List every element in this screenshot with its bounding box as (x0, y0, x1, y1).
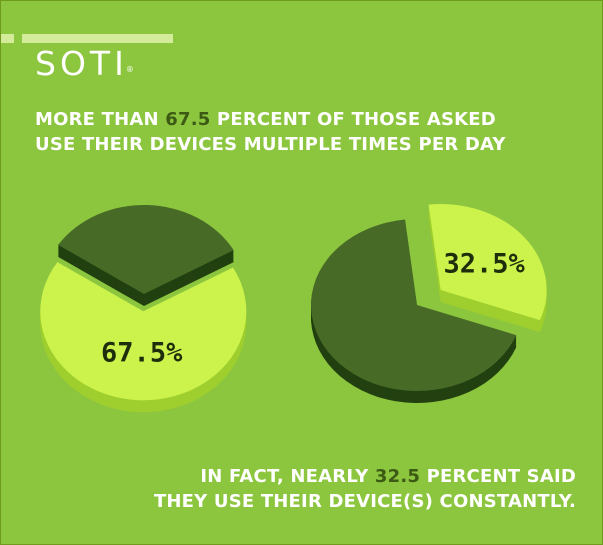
pie-chart-1: 67.5% (40, 204, 247, 413)
headline-line-2: USE THEIR DEVICES MULTIPLE TIMES PER DAY (35, 134, 506, 155)
footer-line-2: THEY USE THEIR DEVICE(S) CONSTANTLY. (153, 491, 576, 512)
pie-slice-1 (40, 262, 247, 401)
brand-logo: SOTI® (35, 45, 136, 83)
pie-slice-2 (58, 204, 234, 294)
headline-line-1-rest: PERCENT OF THOSE ASKED (210, 109, 496, 130)
pie-slice-1 (428, 204, 547, 321)
footer-highlight: 32.5 (374, 466, 421, 487)
brand-name: SOTI (35, 44, 128, 83)
pie-slice-label: 32.5% (443, 249, 525, 280)
headline-prefix: MORE THAN (35, 109, 166, 130)
logo-accent-gap (14, 34, 22, 43)
headline: MORE THAN 67.5 PERCENT OF THOSE ASKED US… (35, 107, 595, 157)
pie-chart-2: 32.5% (311, 204, 547, 403)
footer-line-1: IN FACT, NEARLY 32.5 PERCENT SAID (56, 464, 576, 489)
pie-slice-2 (311, 219, 517, 391)
pie-slice-label: 67.5% (101, 337, 183, 368)
footer-line-1-rest: PERCENT SAID (420, 466, 576, 487)
footer-statement: IN FACT, NEARLY 32.5 PERCENT SAID THEY U… (56, 464, 576, 514)
headline-line-1: MORE THAN 67.5 PERCENT OF THOSE ASKED (35, 107, 595, 132)
logo-accent-bar (1, 34, 173, 43)
footer-prefix: IN FACT, NEARLY (200, 466, 375, 487)
headline-highlight: 67.5 (165, 109, 211, 130)
registered-mark: ® (125, 65, 134, 74)
